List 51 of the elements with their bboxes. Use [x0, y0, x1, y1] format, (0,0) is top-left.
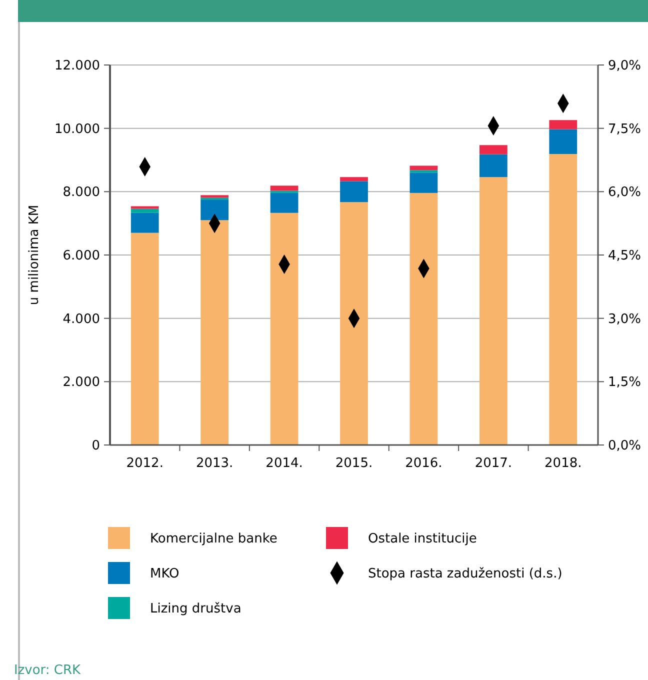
bar: [340, 202, 368, 445]
legend-label: MKO: [150, 566, 180, 582]
bar: [549, 120, 578, 130]
bar: [410, 170, 438, 173]
bar: [410, 166, 438, 170]
bar: [200, 200, 229, 220]
legend-label: Lizing društva: [150, 602, 242, 617]
bar: [130, 208, 159, 213]
bar: [130, 206, 159, 209]
legend-label: Stopa rasta zaduženosti (d.s.): [368, 566, 562, 582]
bar: [130, 232, 159, 445]
y2-tick-label: 3,0%: [608, 312, 642, 327]
legend-label: Ostale institucije: [368, 532, 477, 547]
y2-tick-label: 4,5%: [608, 248, 642, 264]
bar: [479, 177, 508, 445]
bar: [549, 129, 578, 154]
y-tick-label: 8.000: [62, 185, 100, 200]
x-tick-label: 2014.: [266, 456, 303, 471]
bar: [340, 177, 368, 182]
bar: [340, 181, 368, 202]
bar: [200, 220, 229, 445]
bar: [479, 154, 508, 178]
y-tick-label: 2.000: [62, 375, 100, 390]
y2-tick-label: 0,0%: [608, 438, 642, 454]
x-tick-label: 2012.: [126, 456, 164, 471]
bar: [410, 172, 438, 193]
bar: [479, 145, 508, 154]
x-tick-label: 2018.: [544, 456, 582, 471]
y-tick-label: 12.000: [54, 58, 100, 74]
bar: [200, 195, 229, 198]
x-tick-label: 2015.: [335, 456, 373, 471]
y-tick-label: 0: [92, 438, 100, 454]
y2-tick-label: 1,5%: [608, 375, 642, 390]
y-tick-label: 4.000: [62, 312, 100, 327]
y-axis-title: u milionima KM: [27, 204, 42, 306]
bar: [410, 192, 438, 445]
y-tick-label: 6.000: [62, 248, 100, 264]
x-tick-label: 2016.: [405, 456, 442, 471]
bar: [270, 212, 298, 445]
bar: [549, 154, 578, 445]
legend-label: Komercijalne banke: [150, 532, 278, 547]
bar: [270, 186, 298, 191]
y2-tick-label: 6,0%: [608, 185, 642, 200]
x-tick-label: 2017.: [474, 456, 512, 471]
text: Izvor: CRK: [14, 663, 82, 678]
bar: [270, 192, 298, 213]
y-tick-label: 10.000: [54, 122, 100, 137]
x-tick-label: 2013.: [196, 456, 234, 471]
y2-tick-label: 9,0%: [608, 58, 642, 74]
y2-tick-label: 7,5%: [608, 122, 642, 137]
bar: [130, 212, 159, 233]
